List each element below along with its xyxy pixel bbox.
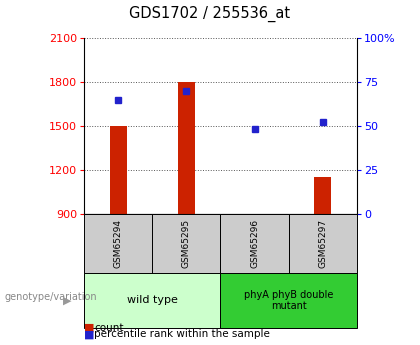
- Text: count: count: [94, 323, 124, 333]
- Text: GSM65296: GSM65296: [250, 219, 259, 268]
- Text: GDS1702 / 255536_at: GDS1702 / 255536_at: [129, 6, 291, 22]
- Text: ■: ■: [84, 323, 94, 333]
- Text: phyA phyB double
mutant: phyA phyB double mutant: [244, 289, 333, 311]
- Text: wild type: wild type: [127, 295, 178, 305]
- Text: GSM65297: GSM65297: [318, 219, 327, 268]
- Text: percentile rank within the sample: percentile rank within the sample: [94, 329, 270, 339]
- Text: genotype/variation: genotype/variation: [4, 292, 97, 302]
- Text: GSM65295: GSM65295: [182, 219, 191, 268]
- Text: ■: ■: [84, 329, 94, 339]
- Bar: [178, 82, 195, 214]
- Text: ▶: ▶: [63, 295, 71, 305]
- Text: GSM65294: GSM65294: [114, 219, 123, 268]
- Bar: [246, 214, 263, 218]
- Bar: [110, 126, 127, 214]
- Bar: [314, 177, 331, 214]
